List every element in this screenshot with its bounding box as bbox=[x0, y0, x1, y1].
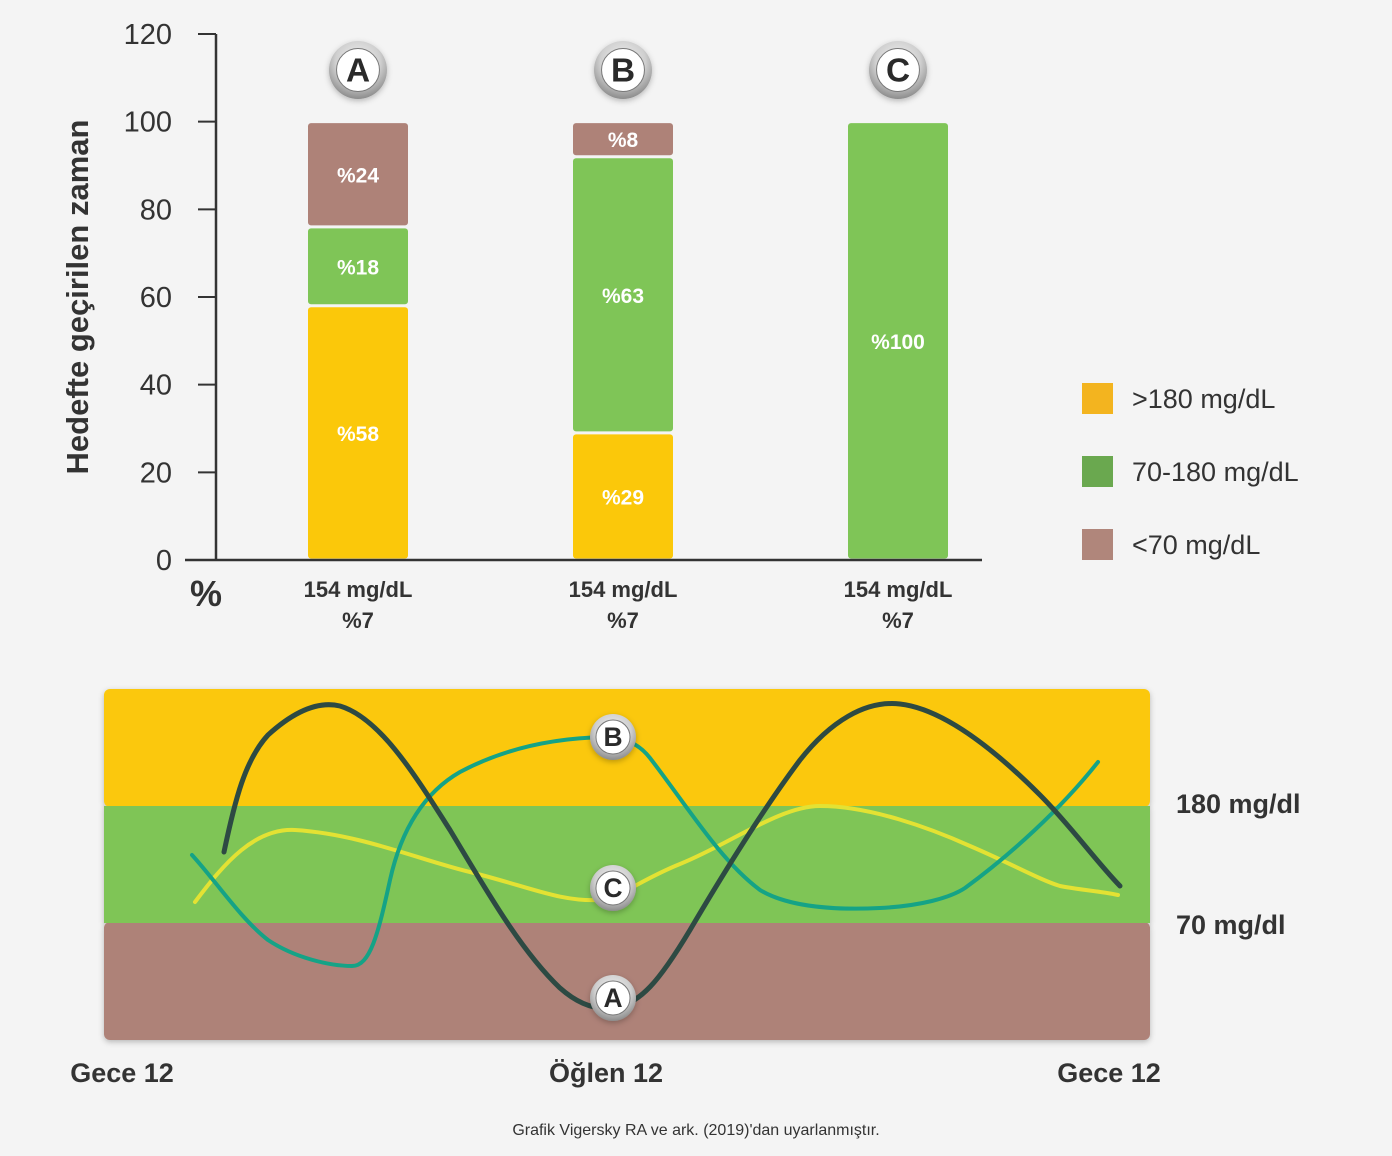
bars: %58 %18 %24 %29 %63 %8 %100 bbox=[308, 123, 948, 559]
y-tick-label: 0 bbox=[156, 545, 172, 577]
badge-face bbox=[595, 870, 631, 906]
legend-label-in_range: 70-180 mg/dL bbox=[1132, 457, 1299, 487]
bar-value-label: %24 bbox=[337, 164, 379, 187]
bar-segment-in_range bbox=[573, 158, 673, 432]
y-axis-label: Hedefte geçirilen zaman bbox=[60, 120, 95, 475]
bar-segment-in_range bbox=[848, 123, 948, 559]
glucose-curve-chart: ABC 180 mg/dl 70 mg/dl Gece 12 Öğlen 12 … bbox=[70, 689, 1301, 1088]
category-mean-label: 154 mg/dL bbox=[304, 577, 413, 602]
category-values: 154 mg/dL %7 154 mg/dL %7 154 mg/dL %7 bbox=[304, 577, 953, 633]
curve-badge-a: A bbox=[590, 975, 636, 1021]
category-mean-label: 154 mg/dL bbox=[844, 577, 953, 602]
curve-badges: A B C bbox=[590, 714, 636, 1021]
badge-letter: A bbox=[603, 983, 622, 1013]
x-label-midnight-end: Gece 12 bbox=[1057, 1058, 1161, 1088]
badge-face bbox=[595, 980, 631, 1016]
bar-segment-low bbox=[308, 123, 408, 226]
curve-badge-b: B bbox=[590, 714, 636, 760]
category-pct-label: %7 bbox=[607, 608, 639, 633]
badge-face bbox=[876, 48, 920, 92]
bar-segment-high bbox=[308, 307, 408, 559]
badge-letter: C bbox=[603, 873, 622, 903]
category-pct-label: %7 bbox=[882, 608, 914, 633]
bar-badge-c: C bbox=[869, 41, 927, 99]
curve-badge-c: C bbox=[590, 865, 636, 911]
legend-label-high: >180 mg/dL bbox=[1132, 384, 1275, 414]
bar-value-label: %100 bbox=[871, 331, 925, 354]
x-label-midnight-start: Gece 12 bbox=[70, 1058, 174, 1088]
y-tick-label: 20 bbox=[140, 457, 172, 489]
bar-badge-a: A bbox=[329, 41, 387, 99]
threshold-70-label: 70 mg/dl bbox=[1176, 910, 1286, 940]
y-tick-label: 60 bbox=[140, 282, 172, 314]
caption: Grafik Vigersky RA ve ark. (2019)'dan uy… bbox=[512, 1122, 879, 1139]
badge-letter: B bbox=[611, 53, 635, 90]
x-label-noon: Öğlen 12 bbox=[549, 1058, 663, 1088]
bar-segment-in_range bbox=[308, 228, 408, 305]
bar-value-label: %58 bbox=[337, 423, 379, 446]
y-unit-label: % bbox=[190, 573, 222, 614]
y-tick-label: 40 bbox=[140, 370, 172, 402]
badge-face bbox=[595, 719, 631, 755]
bar-value-label: %29 bbox=[602, 486, 644, 509]
badge-face bbox=[336, 48, 380, 92]
badge-letter: C bbox=[886, 53, 910, 90]
bar-value-label: %8 bbox=[608, 129, 639, 152]
bar-segment-high bbox=[573, 434, 673, 559]
legend: >180 mg/dL 70-180 mg/dL <70 mg/dL bbox=[1082, 383, 1299, 560]
badge-letter: A bbox=[346, 53, 370, 90]
y-tick-label: 80 bbox=[140, 194, 172, 226]
legend-swatch-in_range bbox=[1082, 456, 1113, 487]
category-mean-label: 154 mg/dL bbox=[569, 577, 678, 602]
bar-value-label: %63 bbox=[602, 285, 644, 308]
category-pct-label: %7 bbox=[342, 608, 374, 633]
bar-value-label: %18 bbox=[337, 256, 379, 279]
badge-face bbox=[601, 48, 645, 92]
badge-letter: B bbox=[603, 722, 622, 752]
y-tick-label: 100 bbox=[124, 107, 172, 139]
legend-swatch-low bbox=[1082, 529, 1113, 560]
bar-badge-b: B bbox=[594, 41, 652, 99]
category-badges: A B C bbox=[329, 41, 927, 99]
legend-swatch-high bbox=[1082, 383, 1113, 414]
bar-segment-low bbox=[573, 123, 673, 156]
y-tick-label: 120 bbox=[124, 19, 172, 51]
legend-label-low: <70 mg/dL bbox=[1132, 530, 1260, 560]
threshold-180-label: 180 mg/dl bbox=[1176, 789, 1301, 819]
series-c-line bbox=[193, 803, 1120, 904]
